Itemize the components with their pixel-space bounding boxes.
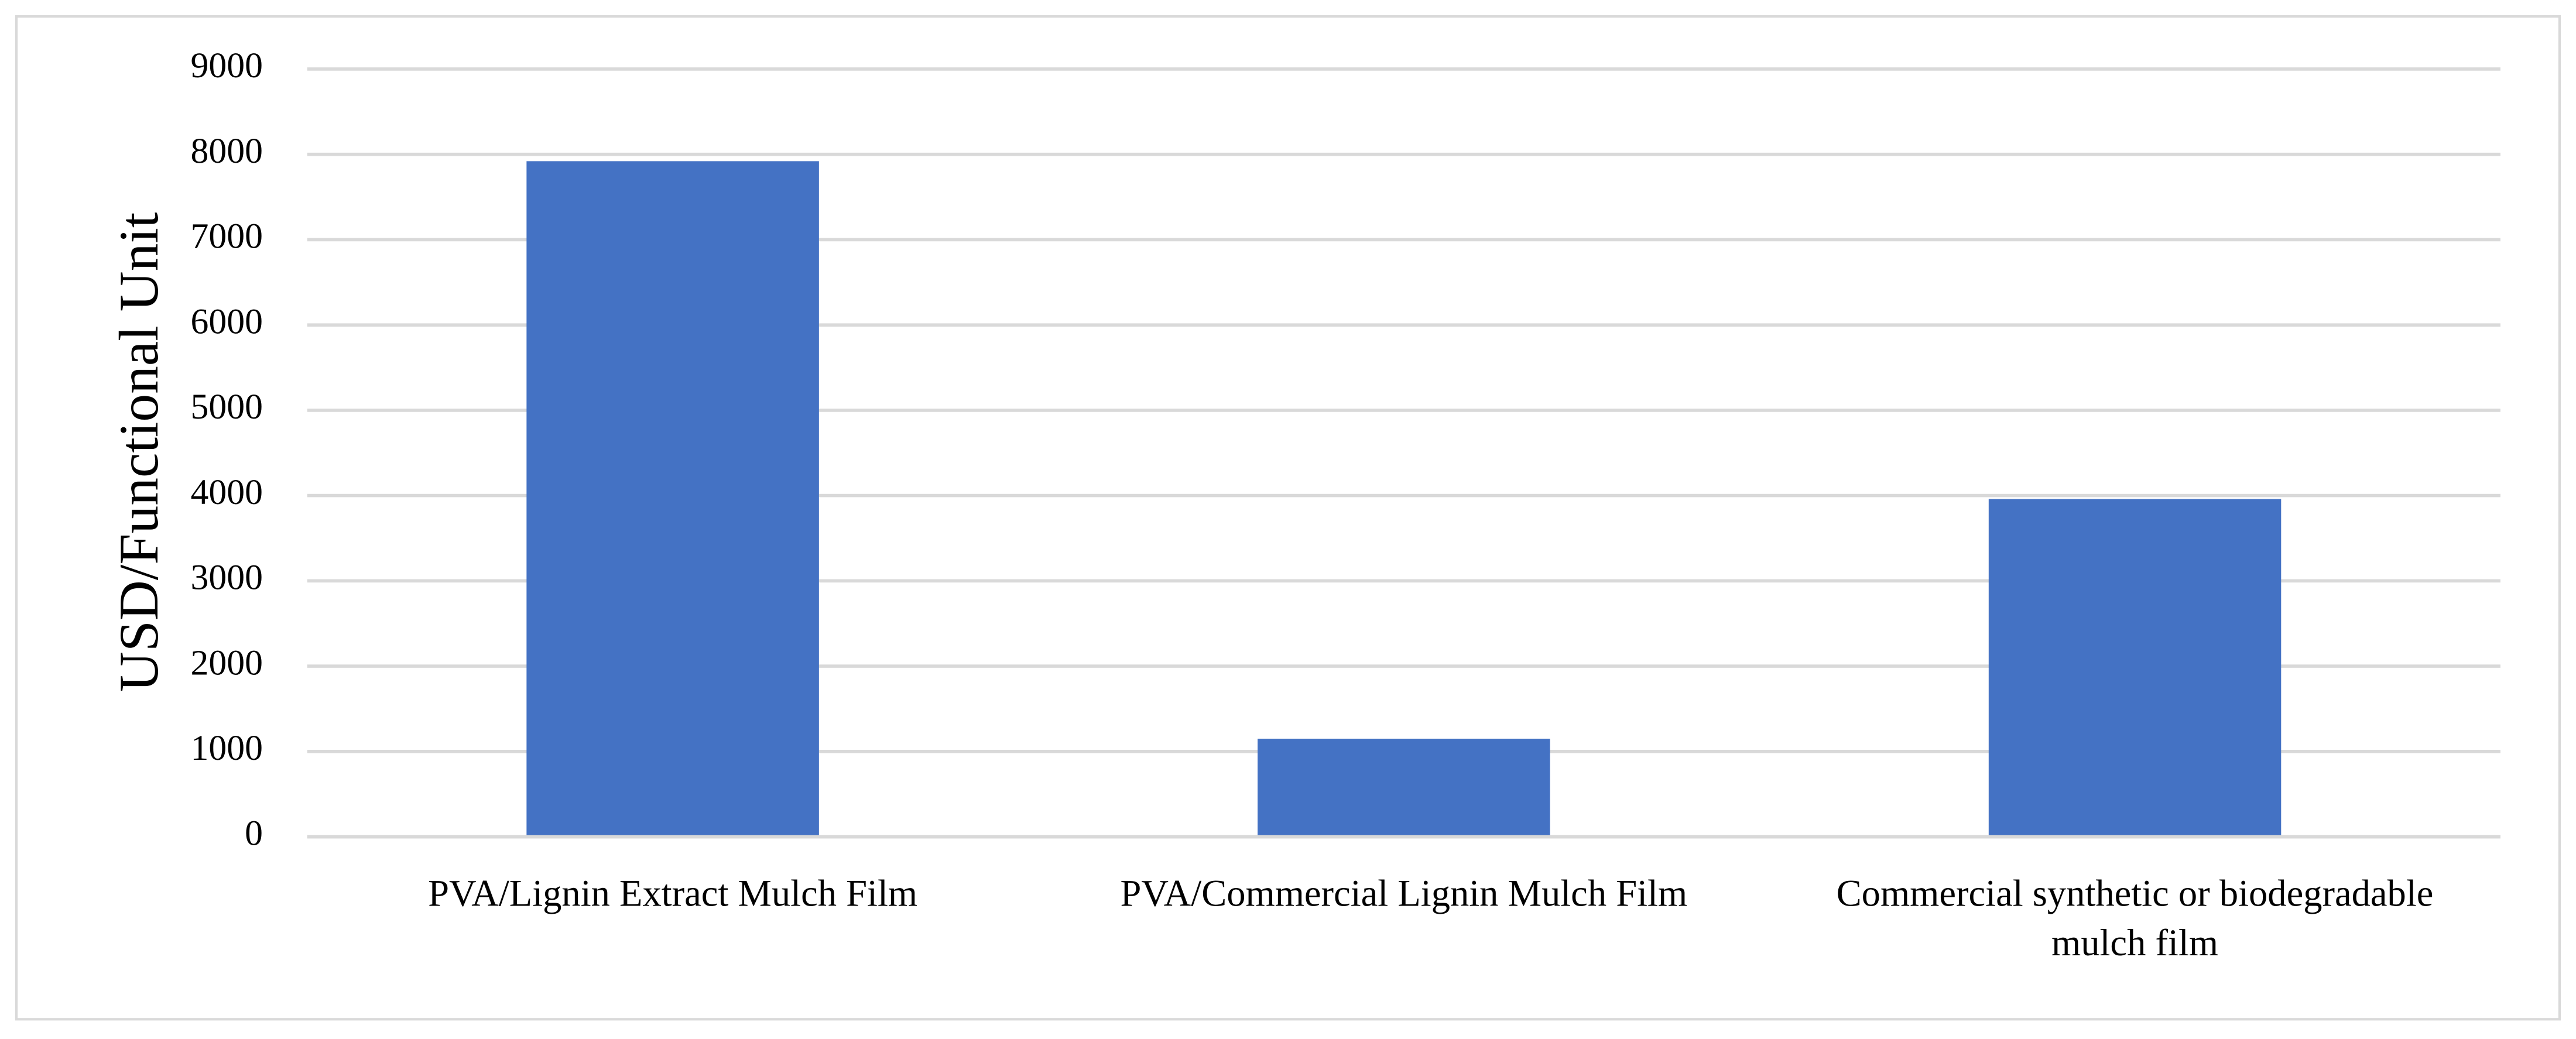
y-axis-label: USD/Functional Unit	[108, 212, 170, 692]
y-tick-label: 2000	[191, 643, 263, 683]
x-tick-label: PVA/Lignin Extract Mulch Film	[428, 873, 918, 914]
y-tick-label: 9000	[191, 46, 263, 85]
x-tick-label-box: PVA/Commercial Lignin Mulch Film	[1120, 873, 1688, 914]
bar	[1988, 499, 2282, 837]
bar	[1258, 738, 1550, 837]
y-tick-label: 1000	[191, 728, 263, 768]
x-tick-label: PVA/Commercial Lignin Mulch Film	[1120, 873, 1688, 914]
x-tick-label-box: PVA/Lignin Extract Mulch Film	[428, 873, 918, 914]
y-tick-label: 3000	[191, 558, 263, 598]
y-tick-label: 7000	[191, 217, 263, 256]
y-tick-label: 8000	[191, 131, 263, 171]
x-tick-label: Commercial synthetic or biodegradable mu…	[1836, 873, 2434, 963]
y-tick-label: 6000	[191, 301, 263, 341]
y-tick-label: 0	[245, 814, 263, 853]
y-tick-label: 5000	[191, 387, 263, 427]
y-tick-label: 4000	[191, 472, 263, 512]
bar	[526, 161, 819, 837]
x-tick-label-box: Commercial synthetic or biodegradable mu…	[1836, 873, 2434, 963]
